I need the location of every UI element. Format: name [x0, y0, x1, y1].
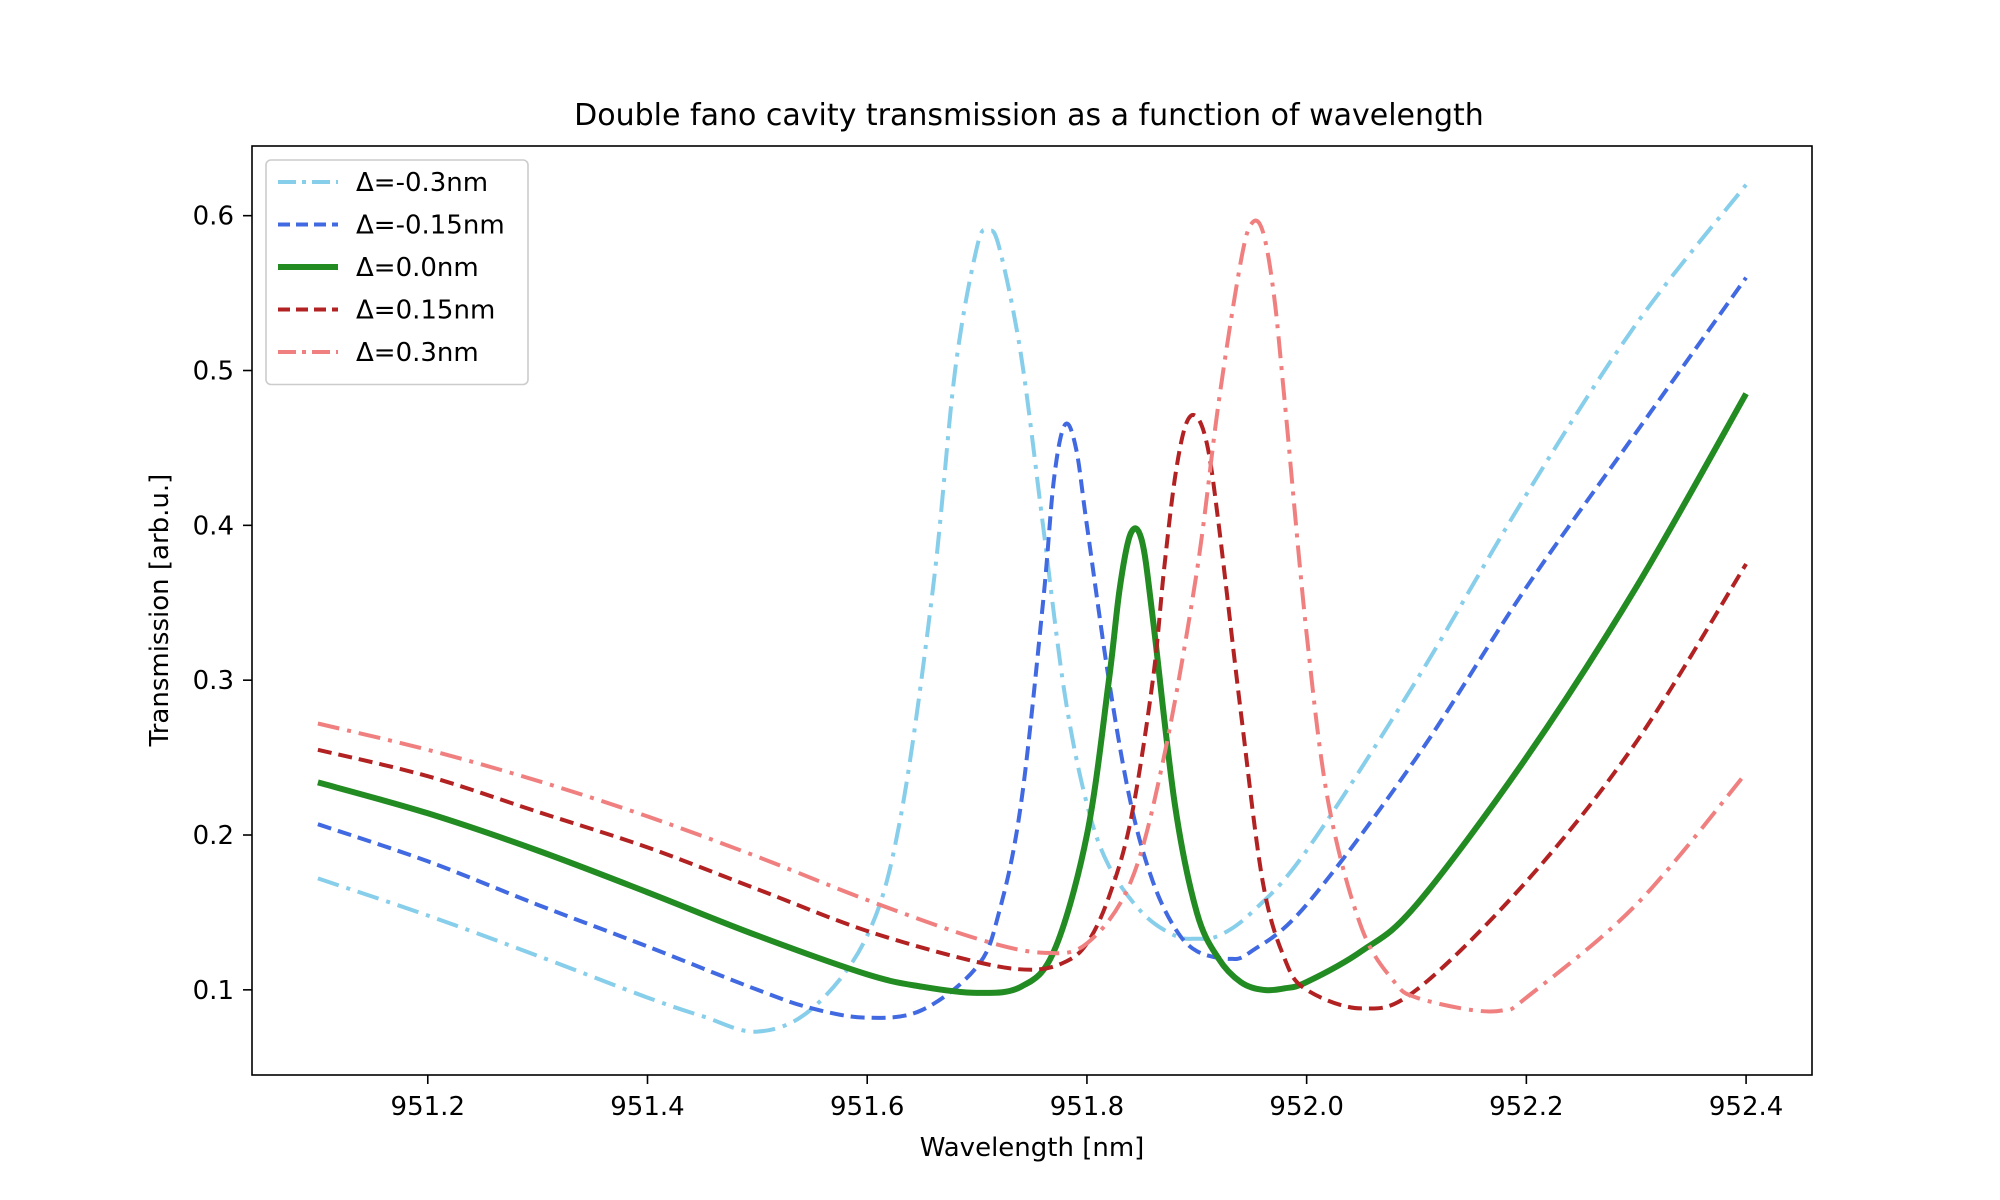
- legend-label: Δ=0.0nm: [356, 253, 479, 283]
- x-axis: 951.2 951.4 951.6 951.8 952.0 952.2 952.4: [391, 1075, 1783, 1122]
- x-tick-label: 951.6: [830, 1092, 904, 1122]
- legend-label: Δ=0.15nm: [356, 296, 495, 326]
- y-tick-label: 0.6: [193, 202, 234, 232]
- x-tick-label: 951.8: [1050, 1092, 1124, 1122]
- y-tick-label: 0.5: [193, 357, 234, 387]
- y-axis: 0.1 0.2 0.3 0.4 0.5 0.6: [193, 202, 252, 1006]
- x-tick-label: 951.4: [610, 1092, 684, 1122]
- series-line-1: [317, 183, 1748, 1034]
- x-tick-label: 952.2: [1489, 1092, 1563, 1122]
- x-axis-label: Wavelength [nm]: [920, 1133, 1145, 1163]
- legend-label: Δ=0.3nm: [356, 338, 479, 368]
- chart-title: Double fano cavity transmission as a fun…: [574, 98, 1484, 133]
- series-line-5: [317, 218, 1748, 1014]
- y-tick-label: 0.1: [193, 976, 234, 1006]
- x-tick-label: 952.4: [1709, 1092, 1783, 1122]
- legend-box: [265, 159, 529, 386]
- series-layer: [317, 183, 1749, 1034]
- x-tick-label: 952.0: [1269, 1092, 1343, 1122]
- y-tick-label: 0.4: [193, 511, 234, 541]
- series-line-4: [317, 413, 1748, 1011]
- x-tick-label: 951.2: [391, 1092, 465, 1122]
- y-tick-label: 0.2: [193, 821, 234, 851]
- series-line-2: [317, 276, 1748, 1020]
- plot-area-frame: [251, 145, 1813, 1076]
- legend: Δ=-0.3nm Δ=-0.15nm Δ=0.0nm Δ=0.15nm Δ=0.3nm: [265, 159, 529, 386]
- y-tick-label: 0.3: [193, 666, 234, 696]
- y-axis-label: Transmission [arb.u.]: [145, 474, 175, 748]
- legend-label: Δ=-0.15nm: [356, 211, 505, 241]
- series-line-3: [317, 392, 1749, 996]
- legend-label: Δ=-0.3nm: [356, 168, 488, 198]
